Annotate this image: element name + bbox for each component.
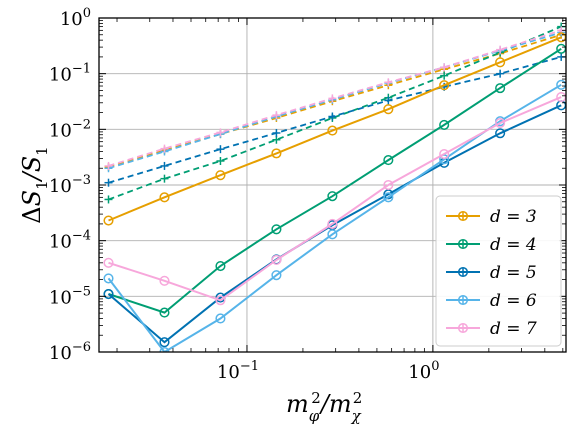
plus-marker: [104, 161, 113, 170]
plus-marker: [216, 128, 225, 137]
circle-marker: [103, 288, 114, 300]
x-tick-label: 100: [408, 359, 439, 383]
circle-marker: [439, 80, 450, 91]
plus-marker: [216, 156, 225, 165]
circle-marker: [271, 270, 282, 281]
plus-marker: [216, 145, 225, 154]
solid-series-line: [108, 47, 562, 314]
y-axis-label: ΔS1/S1: [18, 146, 51, 223]
legend-entry: d = 3: [446, 207, 537, 227]
solid-series-line: [107, 104, 562, 344]
y-tick-label: 10−2: [49, 117, 91, 141]
plus-marker: [272, 111, 281, 120]
plus-marker: [384, 78, 393, 87]
legend-circle-marker: [457, 266, 469, 278]
circle-marker: [383, 179, 394, 191]
legend-circle-marker: [457, 294, 469, 306]
plus-marker: [272, 135, 281, 144]
legend-entry: d = 5: [446, 263, 537, 283]
circle-marker: [271, 254, 282, 266]
legend-circle-marker: [457, 238, 469, 250]
y-tick-label: 10−4: [49, 229, 91, 253]
circle-marker: [383, 192, 394, 203]
tick-labels: 10−1 100 100 10−1 10−2 10−3 10−4 10−5 10−6: [49, 6, 440, 383]
circle-marker: [159, 337, 170, 348]
plus-marker: [160, 144, 169, 153]
y-tick-label: 10−6: [49, 340, 91, 364]
plus-marker: [272, 128, 281, 137]
y-tick-label: 10−3: [49, 173, 91, 197]
plus-marker: [496, 45, 505, 54]
plus-marker: [384, 96, 393, 105]
circle-marker: [103, 273, 114, 284]
circle-marker: [327, 191, 338, 202]
x-tick-label: 10−1: [217, 359, 259, 383]
legend: d = 3 d = 4 d = 5 d = 6 d = 7: [435, 195, 562, 347]
legend-circle-marker: [457, 210, 469, 222]
circle-marker: [327, 218, 338, 229]
circle-marker: [159, 192, 170, 203]
svg-text:ΔS1/S1: ΔS1/S1: [18, 146, 51, 223]
circle-marker: [159, 275, 170, 286]
y-tick-label: 10−1: [49, 62, 91, 86]
circle-marker: [495, 117, 506, 129]
circle-marker: [215, 295, 226, 306]
plus-marker: [440, 71, 449, 80]
plus-marker: [440, 63, 449, 72]
circle-marker: [159, 346, 170, 352]
legend-label: d = 5: [490, 263, 537, 283]
legend-circle-marker: [457, 322, 469, 334]
y-tick-label: 10−5: [49, 284, 91, 308]
circle-marker: [327, 125, 338, 136]
circle-marker: [215, 170, 226, 181]
circle-marker: [215, 313, 226, 324]
plus-marker: [160, 174, 169, 183]
circle-marker: [159, 307, 170, 318]
circle-marker: [495, 83, 506, 94]
legend-label: d = 6: [490, 291, 537, 311]
plus-marker: [104, 178, 113, 187]
legend-label: d = 3: [490, 207, 537, 227]
legend-label: d = 7: [490, 319, 537, 339]
circle-marker: [327, 229, 338, 240]
series-layer: [103, 22, 566, 352]
circle-marker: [556, 43, 566, 54]
circle-marker: [271, 224, 282, 235]
plus-marker: [328, 94, 337, 103]
plus-marker: [328, 112, 337, 121]
circle-marker: [495, 57, 506, 68]
x-axis-label: mφ2/mχ2: [286, 389, 362, 425]
plus-marker: [496, 69, 505, 78]
ticks: [99, 17, 566, 353]
legend-entry: d = 7: [446, 319, 537, 339]
plus-marker: [160, 161, 169, 170]
svg-text:mφ2/mχ2: mφ2/mχ2: [286, 389, 362, 425]
solid-series-line: [108, 36, 562, 222]
circle-marker: [495, 128, 506, 139]
y-tick-label: 100: [60, 6, 91, 30]
circle-marker: [215, 260, 226, 272]
circle-marker: [103, 257, 114, 268]
dashed-series-line: [108, 56, 562, 184]
circle-marker: [556, 92, 566, 103]
circle-marker: [271, 148, 282, 159]
circle-marker: [383, 155, 394, 166]
circle-marker: [383, 104, 394, 115]
circle-marker: [103, 215, 114, 226]
legend-label: d = 4: [490, 235, 537, 255]
legend-entry: d = 6: [446, 291, 537, 311]
legend-box: [435, 195, 562, 347]
plus-marker: [104, 195, 113, 204]
circle-marker: [439, 119, 450, 130]
legend-entry: d = 4: [446, 235, 537, 255]
circle-marker: [439, 148, 450, 160]
solid-series-line: [108, 96, 562, 302]
